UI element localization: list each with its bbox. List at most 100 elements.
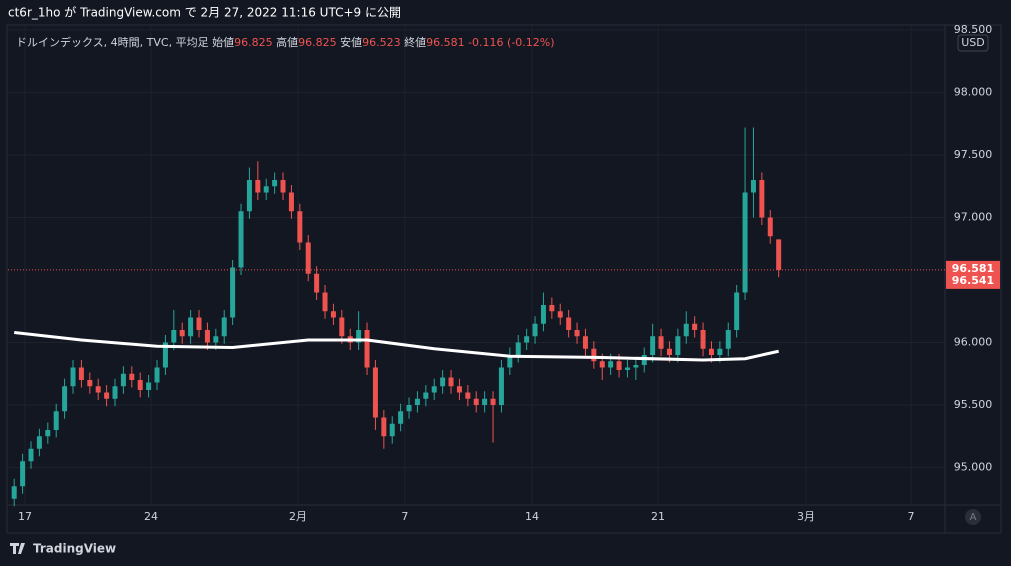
plot [8, 25, 945, 507]
candle-body [776, 239, 782, 270]
candle-body [255, 180, 261, 193]
candle-body [406, 405, 412, 412]
candle-body [566, 317, 572, 330]
candle-body [490, 398, 496, 405]
candle-body [339, 317, 345, 337]
candle-body [280, 180, 286, 193]
price-label: 96.541 [952, 274, 994, 287]
x-tick-label: 2月 [289, 510, 307, 523]
high: 96.825 [298, 36, 337, 49]
candle-body [272, 180, 278, 187]
legend: ドルインデックス, 4時間, TVC, 平均足 始値96.825 高値96.82… [16, 35, 555, 49]
y-tick-label: 95.000 [954, 461, 993, 474]
candle-body [398, 411, 404, 424]
candle-body [246, 180, 252, 212]
x-tick-label: 17 [18, 510, 32, 523]
candle-body [129, 373, 135, 380]
candle-body [230, 267, 236, 318]
candle-body [20, 461, 26, 487]
candle-body [448, 377, 454, 387]
candle-body [650, 336, 656, 355]
candle-body [389, 423, 395, 437]
chart-frame [6, 24, 1002, 534]
candle-body [540, 305, 546, 324]
published-line: ct6r_1ho が TradingView.com で 2月 27, 2022… [8, 5, 401, 20]
currency-box[interactable] [957, 34, 989, 52]
candle-body [372, 367, 378, 418]
candle-body [112, 386, 118, 399]
candle-body [666, 348, 672, 355]
candle-body [465, 392, 471, 399]
candle-body [28, 448, 34, 462]
price-label-box [946, 272, 1000, 289]
auto-scale-button[interactable] [965, 509, 981, 525]
candle-body [524, 336, 530, 343]
x-tick-label: 24 [144, 510, 158, 523]
candle-body [431, 386, 437, 393]
moving-average [14, 331, 779, 362]
candle-body [213, 336, 219, 343]
candle-body [146, 382, 152, 390]
footer-bar [0, 534, 1011, 566]
candle-body [599, 361, 605, 368]
candle-body [305, 242, 311, 274]
candle-body [104, 392, 110, 399]
candle-body [314, 273, 320, 293]
candle-body [297, 211, 303, 243]
auto-scale-icon: A [970, 512, 977, 523]
candle-body [162, 342, 168, 368]
candle-body [759, 180, 765, 218]
candle-body [742, 192, 748, 293]
x-tick-label: 21 [651, 510, 665, 523]
change-pct: (-0.12%) [507, 36, 555, 49]
candle-body [675, 336, 681, 355]
candle-body [591, 348, 597, 362]
candle-body [62, 386, 68, 412]
candle-body [482, 398, 488, 405]
x-tick-label: 3月 [797, 510, 815, 523]
low-label: 安値 [340, 35, 362, 49]
candle-body [456, 386, 462, 393]
candle-body [507, 355, 513, 368]
candle-body [381, 417, 387, 437]
candle-body [356, 330, 362, 343]
candle-body [498, 367, 504, 405]
candle-body [188, 317, 194, 337]
candle-body [36, 436, 42, 449]
candle-body [616, 361, 622, 370]
candle-body [45, 430, 51, 437]
y-tick-label: 97.000 [954, 211, 993, 224]
y-tick-label: 98.500 [954, 23, 993, 36]
candle-body [683, 323, 689, 337]
x-tick-label: 7 [908, 510, 915, 523]
candle-body [557, 311, 563, 318]
candle-body [633, 365, 639, 368]
candle-body [204, 330, 210, 343]
candle-body [120, 373, 126, 387]
candle-body [179, 330, 185, 337]
candle-body [196, 317, 202, 330]
candle-body [263, 186, 269, 193]
symbol: ドルインデックス, 4時間, TVC, 平均足 [16, 35, 209, 49]
candle-body [238, 211, 244, 268]
candle-body [11, 486, 17, 499]
candle-body [608, 361, 614, 368]
y-tick-label: 97.500 [954, 148, 993, 161]
candle-body [423, 392, 429, 399]
candle-body [171, 330, 177, 343]
price-label: 96.581 [952, 262, 994, 275]
high-label: 高値 [276, 35, 298, 49]
close: 96.581 [426, 36, 465, 49]
x-tick-label: 7 [401, 510, 408, 523]
candle-body [708, 348, 714, 355]
candle-body [221, 317, 227, 337]
candle-body [154, 367, 160, 383]
candle-body [658, 336, 664, 349]
open-label: 始値 [212, 35, 234, 49]
candle-body [549, 305, 555, 312]
candle-body [515, 342, 521, 355]
brand: TradingView [33, 542, 116, 556]
candle-body [322, 292, 328, 312]
